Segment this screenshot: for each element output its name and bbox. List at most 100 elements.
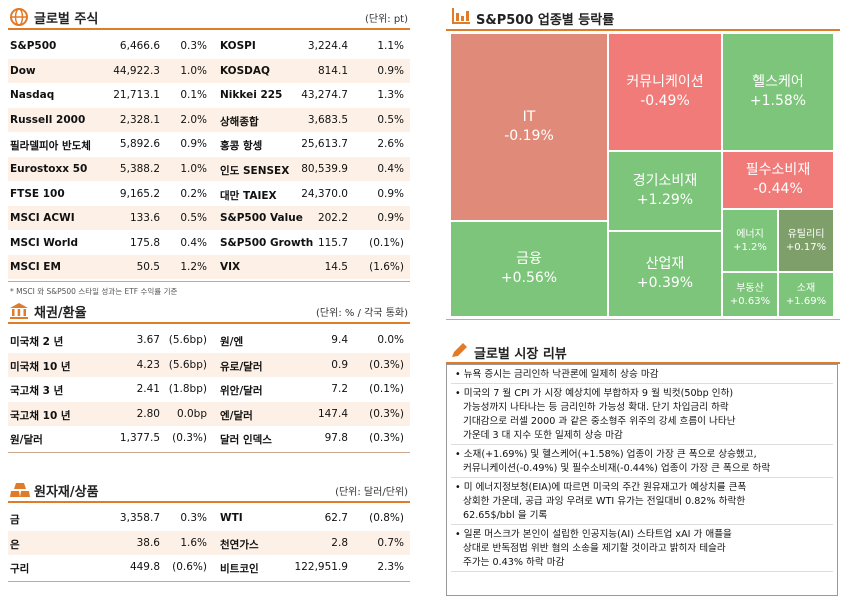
change: 2.6% [377, 138, 404, 151]
tile-change: +0.56% [500, 270, 558, 286]
tile-name: 헬스케어 [752, 74, 804, 90]
value: 3,224.4 [307, 40, 348, 52]
name: KOSPI [220, 40, 256, 52]
treemap-tile: 커뮤니케이션 -0.49% [608, 33, 722, 151]
frame-rule [446, 319, 840, 320]
value: 21,713.1 [113, 89, 160, 102]
change: (0.1%) [369, 236, 404, 249]
name: 유로/달러 [220, 360, 263, 373]
value: 0.9 [331, 358, 348, 371]
change: (5.6bp) [168, 334, 207, 346]
change: 2.3% [377, 561, 404, 574]
value: 2.41 [136, 383, 160, 396]
value: 43,274.7 [301, 89, 348, 102]
tile-change: +0.63% [729, 295, 771, 307]
change: 0.3% [180, 512, 207, 524]
name: MSCI ACWI [10, 212, 75, 225]
header-rule [8, 28, 410, 30]
section-title: 글로벌 주식 [34, 12, 99, 27]
table-row: 구리 449.8 (0.6%) 비트코인 122,951.9 2.3% [8, 555, 410, 579]
change: 0.9% [180, 138, 207, 151]
change: 0.1% [180, 89, 207, 102]
name: 홍콩 항셍 [220, 140, 263, 153]
section-title: 채권/환율 [34, 306, 87, 321]
bank-icon [10, 303, 28, 319]
change: 0.4% [180, 236, 207, 249]
value: 7.2 [331, 383, 348, 396]
header-rule [446, 29, 840, 31]
change: 1.3% [377, 89, 404, 102]
value: 50.5 [136, 261, 160, 274]
tile-change: -0.49% [640, 93, 690, 109]
table-row: Eurostoxx 50 5,388.2 1.0% 인도 SENSEX 80,539.9… [8, 157, 410, 181]
tile-change: +1.2% [733, 241, 767, 253]
name: 대만 TAIEX [220, 189, 277, 202]
change: 2.0% [180, 113, 207, 126]
treemap-tile: 산업재 +0.39% [608, 231, 722, 317]
section-title: S&P500 업종별 등락률 [476, 13, 615, 28]
table-row: Nasdaq 21,713.1 0.1% Nikkei 225 43,274.7 1.3% [8, 83, 410, 107]
change: (0.6%) [172, 561, 207, 574]
table-row: Russell 2000 2,328.1 2.0% 상해종합 3,683.5 0.5% [8, 107, 410, 132]
change: 0.9% [377, 187, 404, 200]
tile-name: 금융 [516, 251, 542, 267]
name: 국고채 10 년 [10, 409, 71, 422]
change: (0.3%) [369, 358, 404, 371]
name: 상해종합 [220, 115, 259, 128]
name: MSCI World [10, 236, 78, 249]
review-item: • 미 에너지정보청(EIA)에 따르면 미국의 주간 원유재고가 예상치를 큰… [451, 480, 833, 525]
name: Nasdaq [10, 89, 55, 102]
table-row: 필라델피아 반도체 5,892.6 0.9% 홍콩 항셍 25,613.7 2.6% [8, 132, 410, 156]
change: 0.3% [180, 40, 207, 52]
globe-icon [10, 8, 28, 26]
value: 147.4 [317, 407, 348, 420]
change: 0.2% [180, 187, 207, 200]
unit: (단위: pt) [364, 14, 408, 25]
table-row: 금 3,358.7 0.3% WTI 62.7 (0.8%) [8, 506, 410, 530]
treemap-tile: 헬스케어 +1.58% [722, 33, 834, 151]
name: VIX [220, 261, 241, 274]
change: 0.9% [377, 64, 404, 77]
table-row: 은 38.6 1.6% 천연가스 2.8 0.7% [8, 530, 410, 555]
review-line: • 소재(+1.69%) 및 헬스케어(+1.58%) 업종이 가장 큰 폭으로… [455, 449, 757, 460]
change: (0.3%) [172, 432, 207, 445]
tile-change: -0.44% [753, 181, 803, 197]
value: 9,165.2 [119, 187, 160, 200]
treemap-tile: 필수소비재 -0.44% [722, 151, 834, 209]
name: 엔/달러 [220, 409, 253, 422]
change: 0.5% [377, 113, 404, 126]
name: KOSDAQ [220, 64, 270, 77]
change: 1.0% [180, 163, 207, 175]
table-row: 미국채 10 년 4.23 (5.6bp) 유로/달러 0.9 (0.3%) [8, 352, 410, 377]
name: 인도 SENSEX [220, 165, 290, 177]
name: S&P500 Growth [220, 236, 314, 249]
review-line: • 미국의 7 월 CPI 가 시장 예상치에 부합하자 9 월 빅컷(50bp… [455, 388, 734, 399]
chart-icon [452, 8, 470, 24]
tile-change: +1.29% [636, 192, 694, 208]
value: 4.23 [136, 358, 160, 371]
review-line: 커뮤니케이션(-0.49%) 및 필수소비재(-0.44%) 업종이 가장 큰 … [463, 463, 771, 474]
value: 38.6 [136, 536, 160, 549]
change: (5.6bp) [168, 358, 207, 371]
value: 25,613.7 [301, 138, 348, 151]
change: 0.0bp [176, 407, 207, 420]
table-row: 원/달러 1,377.5 (0.3%) 달러 인덱스 97.8 (0.3%) [8, 426, 410, 450]
name: 국고채 3 년 [10, 385, 64, 398]
change: 1.6% [180, 536, 207, 549]
tile-name: 소재 [796, 282, 816, 294]
tile-change: +0.17% [785, 241, 827, 253]
review-line: • 미 에너지정보청(EIA)에 따르면 미국의 주간 원유재고가 예상치를 큰… [455, 482, 747, 493]
tile-change: -0.19% [504, 128, 554, 144]
name: 미국채 2 년 [10, 336, 64, 348]
name: S&P500 [10, 40, 57, 52]
change: 0.0% [377, 334, 404, 346]
unit: (단위: % / 각국 통화) [316, 308, 408, 319]
tile-name: 커뮤니케이션 [626, 74, 704, 90]
name: Nikkei 225 [220, 89, 283, 102]
name: 필라델피아 반도체 [10, 140, 91, 153]
name: 미국채 10 년 [10, 360, 71, 373]
value: 3,358.7 [119, 512, 160, 524]
header-rule [446, 362, 840, 364]
treemap-tile: 에너지 +1.2% [722, 209, 778, 272]
